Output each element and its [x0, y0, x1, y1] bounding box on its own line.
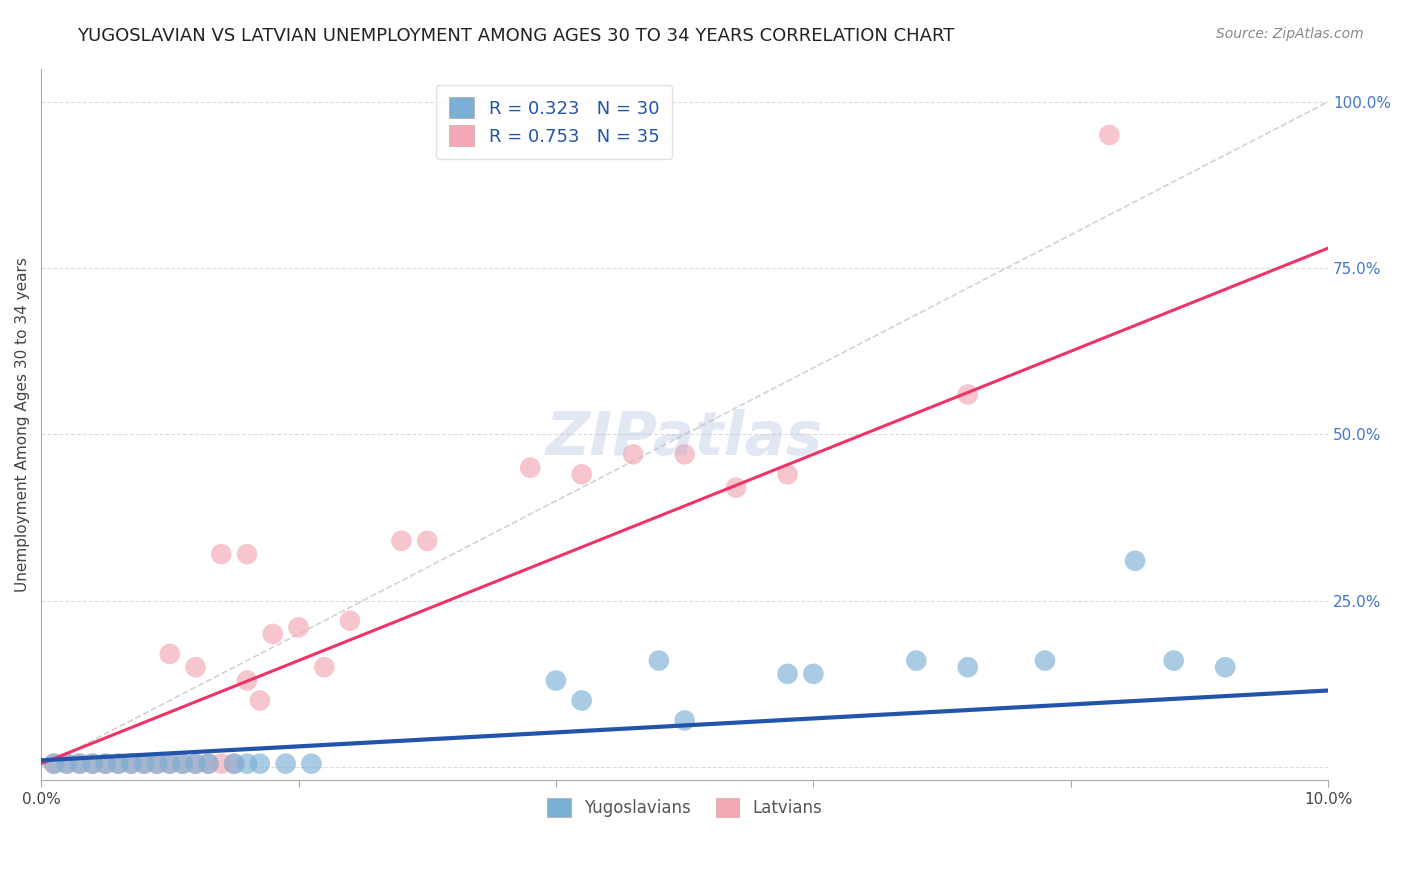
Point [956, 387, 979, 401]
Point [209, 547, 232, 561]
Point [236, 756, 259, 771]
Point [94, 756, 117, 771]
Point [132, 756, 155, 771]
Point [184, 756, 207, 771]
Point [1098, 128, 1121, 142]
Point [94, 756, 117, 771]
Point [56, 756, 79, 771]
Point [146, 756, 169, 771]
Point [107, 756, 129, 771]
Point [42, 756, 65, 771]
Point [673, 447, 696, 461]
Point [249, 693, 271, 707]
Point [1213, 660, 1236, 674]
Point [69, 756, 91, 771]
Point [339, 614, 361, 628]
Point [82, 756, 104, 771]
Point [262, 627, 284, 641]
Point [184, 756, 207, 771]
Point [391, 533, 413, 548]
Point [82, 756, 104, 771]
Point [224, 756, 246, 771]
Point [224, 756, 246, 771]
Point [299, 756, 322, 771]
Point [1123, 554, 1146, 568]
Y-axis label: Unemployment Among Ages 30 to 34 years: Unemployment Among Ages 30 to 34 years [15, 257, 30, 592]
Point [1033, 654, 1056, 668]
Point [776, 467, 799, 482]
Point [905, 654, 928, 668]
Point [274, 756, 297, 771]
Point [172, 756, 194, 771]
Point [42, 756, 65, 771]
Point [673, 714, 696, 728]
Point [159, 756, 181, 771]
Point [725, 481, 748, 495]
Point [197, 756, 219, 771]
Point [209, 756, 232, 771]
Legend: Yugoslavians, Latvians: Yugoslavians, Latvians [538, 789, 831, 825]
Point [1163, 654, 1185, 668]
Point [544, 673, 567, 688]
Point [776, 666, 799, 681]
Point [146, 756, 169, 771]
Text: Source: ZipAtlas.com: Source: ZipAtlas.com [1216, 27, 1364, 41]
Point [571, 693, 593, 707]
Point [184, 660, 207, 674]
Point [801, 666, 824, 681]
Point [648, 654, 671, 668]
Point [159, 647, 181, 661]
Point [236, 673, 259, 688]
Text: ZIPatlas: ZIPatlas [546, 409, 823, 468]
Point [107, 756, 129, 771]
Point [236, 547, 259, 561]
Point [132, 756, 155, 771]
Point [172, 756, 194, 771]
Point [69, 756, 91, 771]
Point [519, 460, 541, 475]
Point [621, 447, 644, 461]
Point [56, 756, 79, 771]
Point [571, 467, 593, 482]
Point [120, 756, 142, 771]
Point [314, 660, 336, 674]
Point [120, 756, 142, 771]
Point [159, 756, 181, 771]
Point [249, 756, 271, 771]
Point [416, 533, 439, 548]
Text: YUGOSLAVIAN VS LATVIAN UNEMPLOYMENT AMONG AGES 30 TO 34 YEARS CORRELATION CHART: YUGOSLAVIAN VS LATVIAN UNEMPLOYMENT AMON… [77, 27, 955, 45]
Point [956, 660, 979, 674]
Point [287, 620, 309, 634]
Point [197, 756, 219, 771]
